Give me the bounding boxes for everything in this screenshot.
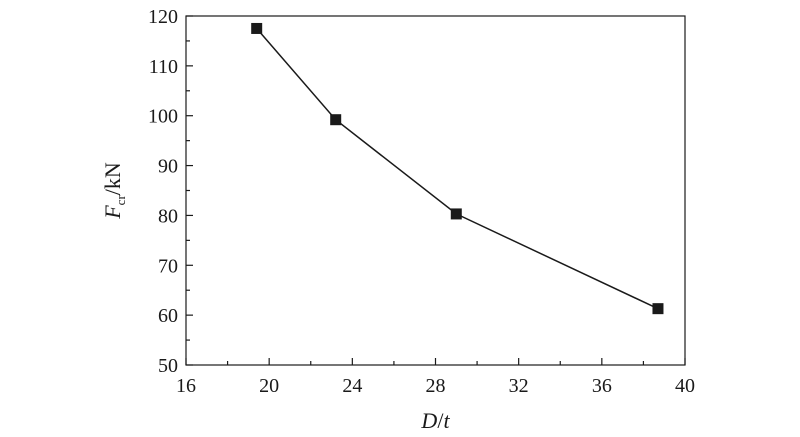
x-tick-labels: 16 20 24 28 32 36 40 [176,375,695,397]
y-tick-label: 100 [148,106,178,128]
y-tick-label: 80 [158,205,178,227]
y-tick-label: 60 [158,305,178,327]
data-point-marker [251,22,263,34]
data-point-marker [450,208,462,220]
y-tick-labels: 50 60 70 80 90 100 110 120 [148,6,178,377]
y-tick-label: 120 [148,6,178,28]
x-axis-title-main: D [420,408,437,433]
y-tick-label: 50 [158,355,178,377]
y-axis-title-main: F [100,205,125,220]
x-tick-label: 36 [592,375,612,397]
data-point-marker [330,114,342,126]
x-axis-title-rest: t [443,408,450,433]
series-line [256,28,659,310]
x-axis-title: D/t [420,408,450,433]
data-point-marker [652,303,664,315]
x-tick-label: 40 [675,375,695,397]
x-tick-label: 32 [509,375,529,397]
major-ticks [185,15,686,366]
plot-frame [185,15,686,366]
minor-ticks [186,40,645,365]
y-tick-label: 110 [149,56,178,78]
y-tick-label: 90 [158,156,178,178]
y-axis-title-sub: cr [113,195,128,206]
x-tick-label: 28 [426,375,446,397]
y-axis-title-rest: /kN [100,162,125,195]
series-group [251,22,664,315]
x-tick-label: 24 [342,375,362,397]
y-axis-title: Fcr/kN [100,162,128,220]
x-axis-title-sep: / [437,408,444,433]
y-tick-label: 70 [158,255,178,277]
x-tick-label: 16 [176,375,196,397]
x-tick-label: 20 [259,375,279,397]
